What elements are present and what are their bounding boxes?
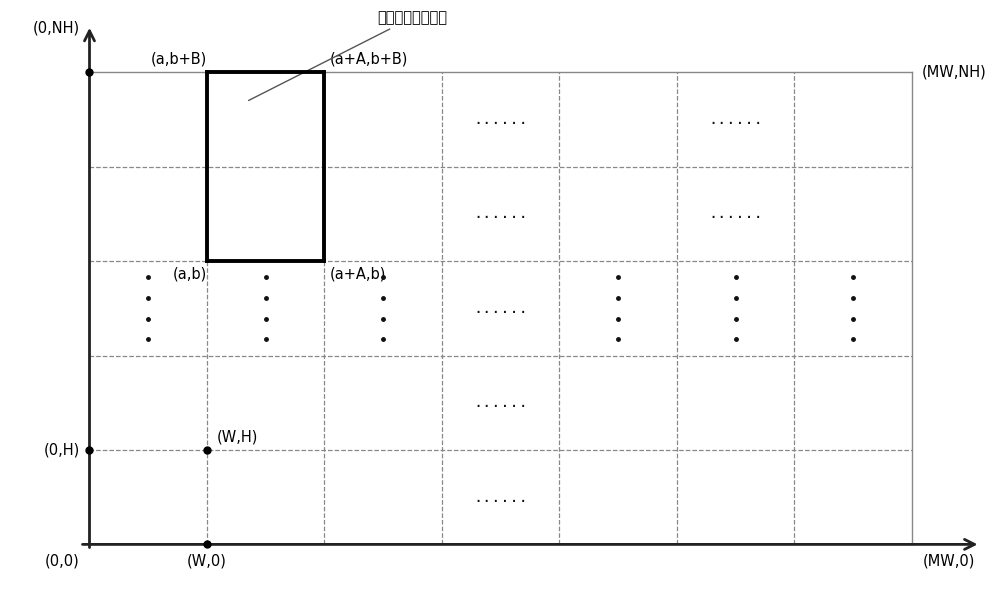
Text: (a+A,b): (a+A,b) xyxy=(329,267,386,282)
Text: ......: ...... xyxy=(708,112,763,127)
Text: ......: ...... xyxy=(708,206,763,221)
Text: (a+A,b+B): (a+A,b+B) xyxy=(329,52,408,66)
Text: ......: ...... xyxy=(473,206,528,221)
Text: (0,NH): (0,NH) xyxy=(33,20,80,36)
Text: (0,0): (0,0) xyxy=(45,553,80,568)
Text: (0,H): (0,H) xyxy=(43,442,80,457)
Text: ......: ...... xyxy=(473,490,528,505)
Text: ......: ...... xyxy=(473,301,528,316)
Text: (W,0): (W,0) xyxy=(187,553,227,568)
Text: (a,b+B): (a,b+B) xyxy=(151,52,207,66)
Text: (W,H): (W,H) xyxy=(217,429,258,444)
Text: (MW,NH): (MW,NH) xyxy=(922,65,986,79)
Text: (MW,0): (MW,0) xyxy=(923,553,975,568)
Text: (a,b): (a,b) xyxy=(173,267,207,282)
Text: 某一信号显示区域: 某一信号显示区域 xyxy=(249,10,448,100)
Text: ......: ...... xyxy=(473,396,528,410)
Text: ......: ...... xyxy=(473,112,528,127)
